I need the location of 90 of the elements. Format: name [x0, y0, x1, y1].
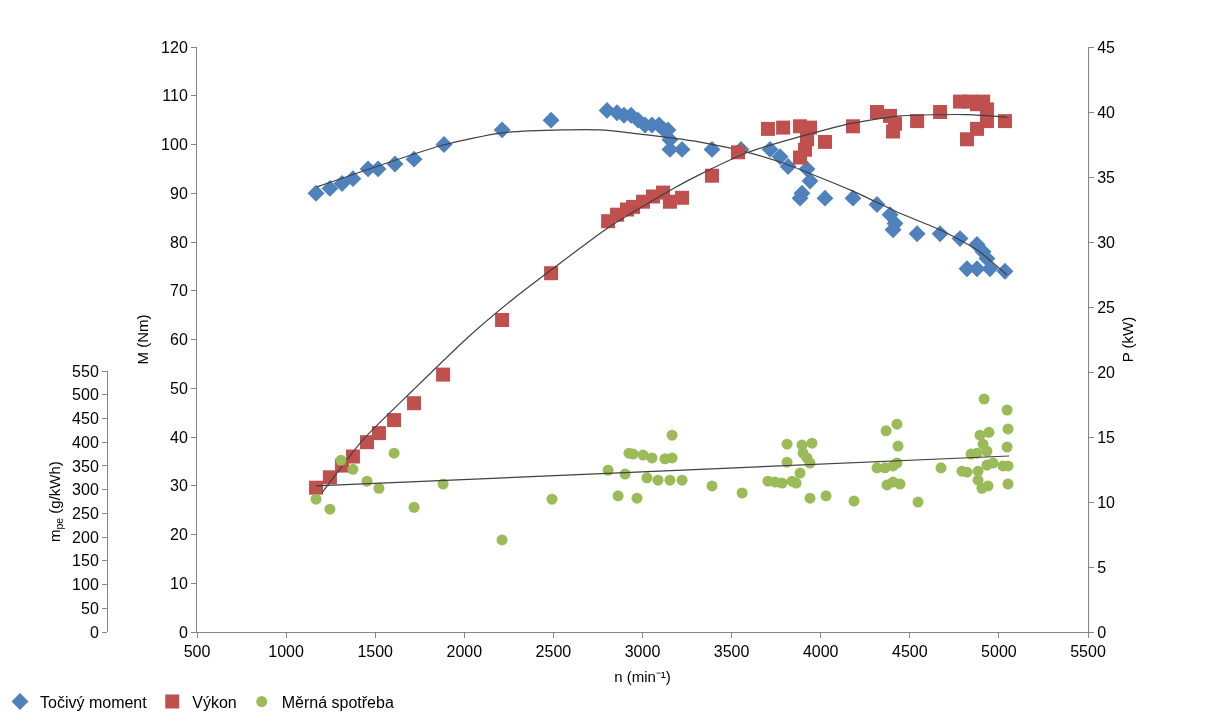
- point: [870, 105, 885, 119]
- point: [309, 480, 324, 495]
- y2-tick-label: 15: [1097, 428, 1116, 446]
- legend-label: Výkon: [192, 693, 237, 711]
- y-tick-label: 110: [162, 87, 188, 105]
- point: [771, 148, 789, 166]
- y2-tick-label: 10: [1097, 493, 1116, 511]
- point: [371, 426, 386, 441]
- y-tick-label: 20: [170, 526, 188, 544]
- y2-tick-label: 5: [1097, 558, 1107, 576]
- point: [705, 168, 719, 183]
- point: [436, 367, 451, 382]
- point: [387, 413, 402, 428]
- x-tick-label: 1000: [268, 643, 304, 661]
- point: [493, 121, 511, 139]
- point: [703, 140, 721, 158]
- y3-tick-label: 300: [72, 481, 99, 499]
- y2-tick-label: 35: [1097, 168, 1116, 186]
- y-tick-label: 100: [161, 136, 188, 154]
- point: [816, 189, 834, 207]
- y-tick-label: 0: [178, 623, 188, 641]
- y2-tick-label: 30: [1097, 233, 1116, 251]
- legend-label: Měrná spotřeba: [281, 693, 394, 711]
- y3-tick-label: 200: [72, 528, 99, 546]
- point: [996, 262, 1014, 280]
- x-tick-label: 3000: [624, 643, 661, 661]
- point: [542, 111, 560, 129]
- y2-tick-label: 40: [1097, 103, 1116, 121]
- point: [386, 155, 404, 173]
- point: [960, 132, 974, 147]
- x-tick-label: 5500: [1070, 643, 1106, 661]
- y-tick-label: 30: [170, 477, 188, 495]
- y3-tick-label: 350: [72, 457, 99, 475]
- y3-tick-label: 0: [89, 623, 99, 641]
- y3-tick-label: 150: [72, 552, 99, 570]
- y2-axis-title: P (kW): [1119, 316, 1137, 363]
- y-tick-label: 90: [170, 184, 188, 202]
- point: [321, 179, 339, 197]
- y2-tick-label: 0: [1097, 623, 1107, 641]
- y3-tick-label: 100: [72, 576, 99, 594]
- x-tick-label: 5000: [981, 643, 1017, 661]
- point: [731, 145, 746, 160]
- point: [969, 121, 984, 136]
- point: [886, 124, 901, 139]
- y3-tick-label: 450: [72, 410, 99, 428]
- y-tick-label: 70: [170, 282, 188, 300]
- point: [760, 121, 775, 136]
- point: [307, 184, 325, 202]
- point: [845, 119, 860, 134]
- point: [801, 172, 819, 190]
- point: [908, 225, 926, 243]
- point: [495, 313, 510, 327]
- y-tick-label: 120: [161, 38, 188, 56]
- point: [963, 94, 978, 109]
- x-tick-label: 500: [183, 643, 211, 661]
- y3-tick-label: 550: [72, 362, 99, 380]
- point: [997, 114, 1012, 129]
- point: [405, 150, 423, 168]
- point: [844, 189, 862, 207]
- point: [407, 396, 422, 411]
- y3-tick-label: 250: [72, 505, 99, 522]
- y-tick-label: 40: [170, 428, 188, 446]
- x-tick-label: 4000: [802, 643, 839, 661]
- point: [776, 120, 791, 135]
- x-axis-title: n (min⁻¹): [614, 668, 671, 686]
- point: [544, 266, 559, 281]
- legend-label: Točivý moment: [40, 693, 148, 711]
- y3-tick-label: 500: [72, 386, 99, 404]
- y-tick-label: 80: [170, 233, 188, 251]
- y-tick-label: 50: [170, 379, 188, 397]
- y-tick-label: 10: [170, 574, 188, 592]
- point: [817, 134, 832, 149]
- y2-tick-label: 25: [1097, 298, 1116, 316]
- y-tick-label: 60: [170, 331, 188, 349]
- point: [981, 260, 999, 278]
- x-tick-label: 4500: [892, 643, 928, 661]
- point: [933, 105, 948, 119]
- point: [675, 190, 690, 205]
- y3-tick-label: 50: [81, 599, 99, 617]
- x-tick-label: 1500: [357, 643, 394, 661]
- point: [344, 170, 362, 188]
- x-tick-label: 2500: [535, 643, 572, 661]
- y2-tick-label: 20: [1097, 363, 1116, 381]
- y-axis-title: M (Nm): [134, 314, 152, 365]
- x-tick-label: 3500: [713, 643, 750, 661]
- y3-tick-label: 400: [72, 433, 99, 451]
- point: [345, 449, 360, 464]
- x-tick-label: 2000: [446, 643, 483, 661]
- point: [793, 150, 808, 165]
- y2-tick-label: 45: [1097, 38, 1116, 56]
